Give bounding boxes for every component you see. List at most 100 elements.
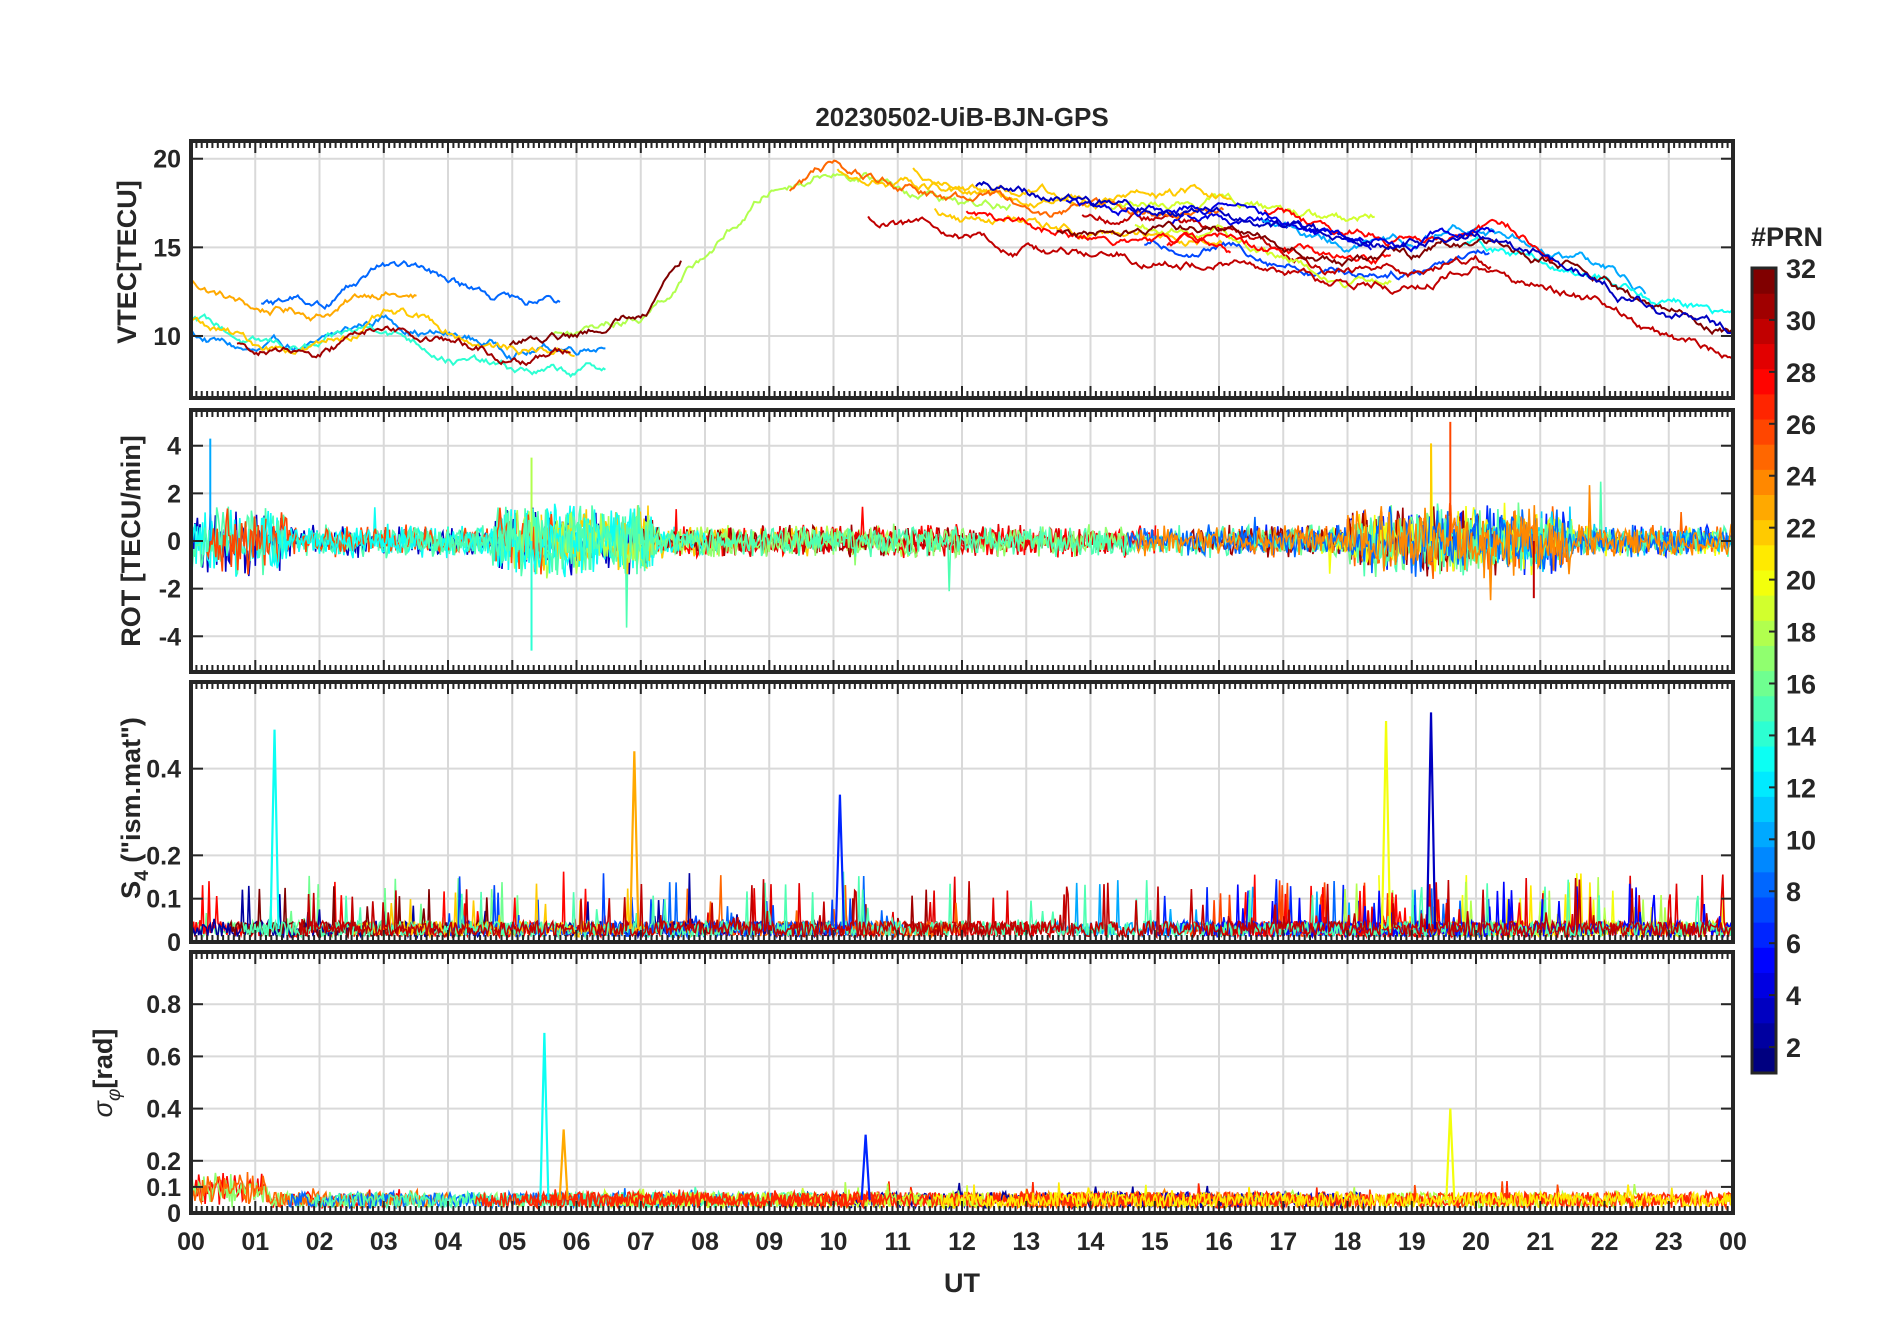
s4-y-tick-label: 0.4 [146,756,181,784]
rot-series-line [403,481,1733,592]
xlabel-ut: UT [944,1268,980,1298]
colorbar-segment [1752,620,1776,646]
x-tick-label: 17 [1269,1228,1297,1256]
ylabel-sigma-main: σ [88,1099,118,1117]
colorbar-segment [1752,293,1776,319]
vtec-y-tick-label: 15 [153,234,181,262]
x-tick-label: 16 [1205,1228,1233,1256]
colorbar-segment [1752,896,1776,923]
colorbar-segment [1752,1022,1776,1049]
colorbar-segment [1752,393,1776,420]
colorbar-segment [1752,569,1776,596]
sigma-y-tick-label: 0.8 [146,991,181,1019]
colorbar-tick-label: 30 [1786,306,1816,336]
s4-panel: 0 0.1 0.2 0.4 [146,680,1735,957]
s4-series-group [191,712,1733,940]
colorbar-segment [1752,947,1776,973]
sigma-spike [558,1129,569,1201]
colorbar-segment [1752,268,1776,294]
s4-x-tick-marks [190,682,1734,942]
s4-spike [629,751,640,930]
vtec-series-line [260,259,561,311]
vtec-series-line [508,260,682,346]
x-tick-label: 00 [1719,1228,1747,1256]
x-tick-labels: 00 01 02 03 04 05 06 07 08 09 10 11 12 13 14 15 16 17 18 19… [177,1228,1747,1256]
colorbar-segment [1752,469,1776,496]
ylabel-s4-sub: 4 [132,870,153,881]
vtec-series-line [965,210,1232,254]
colorbar-segment [1752,418,1776,445]
vtec-series-line [975,180,1732,335]
sigma-x-ticks [190,952,1734,1213]
x-tick-label: 21 [1526,1228,1554,1256]
vtec-x-tick-marks [190,141,1734,398]
s4-x-ticks [190,682,1734,942]
colorbar-tick-label: 12 [1786,773,1816,803]
rot-panel: -4 -2 0 2 4 [159,408,1735,674]
colorbar-segment [1752,595,1776,621]
x-tick-label: 01 [241,1228,269,1256]
figure-title: 20230502-UiB-BJN-GPS [815,102,1108,132]
sigma-spike [1445,1108,1456,1200]
ylabel-sigma-phi: σφ[rad] [88,1029,125,1118]
x-tick-label: 09 [755,1228,783,1256]
s4-series-line [298,877,1733,940]
x-tick-label: 11 [885,1228,912,1256]
colorbar-segment [1752,821,1776,848]
colorbar-tick-label: 16 [1786,669,1816,699]
sigma-x-tick-marks [190,952,1734,1213]
s4-spike [269,729,280,930]
x-tick-label: 03 [370,1228,398,1256]
vtec-series-line [1463,235,1733,315]
vtec-series-group [191,159,1733,378]
colorbar-segment [1752,745,1776,772]
x-tick-label: 06 [563,1228,591,1256]
x-tick-label: 08 [691,1228,719,1256]
sigma-y-tick-label: 0.1 [146,1174,181,1202]
rot-y-tick-label: -2 [159,576,181,604]
colorbar-segment [1752,972,1776,999]
colorbar-segment [1752,871,1776,898]
sigma-series-line [474,1189,879,1211]
colorbar-tick-label: 24 [1786,462,1816,492]
sigma-y-tick-label: 0 [167,1200,181,1228]
sigma-y-tick-label: 0.4 [146,1096,181,1124]
vtec-series-line [1081,212,1492,279]
x-tick-label: 22 [1591,1228,1619,1256]
colorbar-segment [1752,519,1776,546]
x-tick-label: 00 [177,1228,205,1256]
colorbar-tick-label: 2 [1786,1033,1801,1063]
sigma-spike [539,1032,550,1200]
rot-x-tick-marks [190,410,1734,672]
x-tick-label: 10 [820,1228,848,1256]
sigma-y-tick-label: 0.2 [146,1148,181,1176]
vtec-x-ticks [190,141,1734,398]
colorbar-segment [1752,846,1776,873]
ylabel-sigma-rest: [rad] [88,1029,118,1089]
rot-y-tick-label: 2 [167,480,181,508]
colorbar-tick-label: 8 [1786,877,1801,907]
x-tick-label: 14 [1077,1228,1105,1256]
x-tick-label: 07 [627,1228,655,1256]
sigma-series-line [933,1182,1733,1211]
sigma-series-group [191,1032,1733,1211]
vtec-series-line [1056,220,1733,336]
vtec-series-line [912,167,1232,208]
rot-x-ticks [190,410,1734,672]
colorbar-tick-label: 18 [1786,618,1816,648]
vtec-y-tick-label: 20 [153,146,181,174]
colorbar-tick-label: 26 [1786,410,1816,440]
s4-spike [834,794,846,930]
colorbar-segment [1752,544,1776,571]
colorbar-tick-label: 32 [1786,254,1816,284]
s4-spike [1425,712,1437,930]
vtec-series-line [191,278,417,322]
vtec-series-line [1170,211,1373,251]
vtec-series-line [191,307,575,358]
x-tick-label: 15 [1141,1228,1169,1256]
colorbar-tick-label: 10 [1786,825,1816,855]
x-tick-label: 05 [498,1228,526,1256]
ylabel-sigma-sub: φ [104,1089,125,1101]
ylabel-s4-main: S [116,881,146,899]
